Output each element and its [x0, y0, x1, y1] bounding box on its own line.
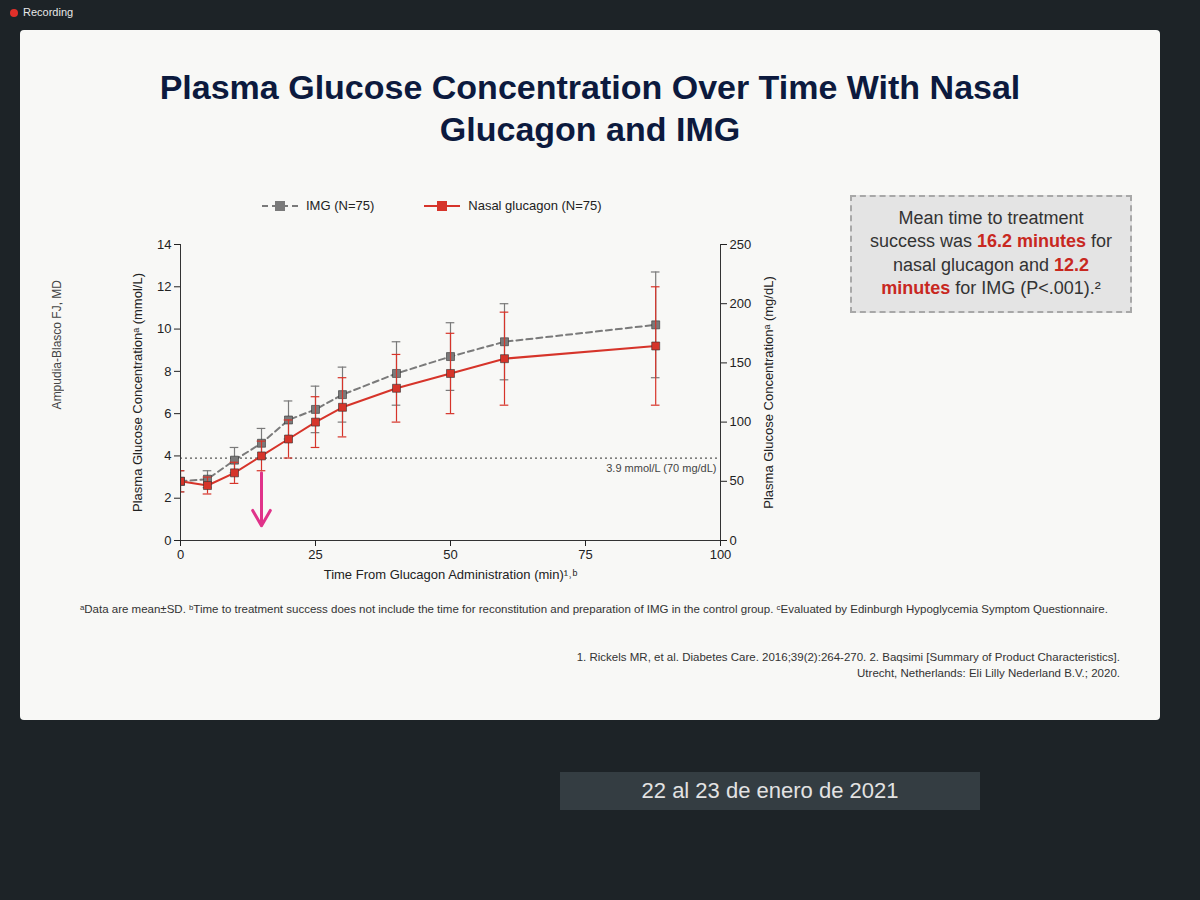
html-text:ᵃData are mean±SD. ᵇTime to tr: ᵃData are mean±SD. ᵇTime to treatment su…: [80, 603, 1108, 615]
html-text:Plasma Glucose Concentration O: Plasma Glucose Concentration Over Time W…: [159, 68, 1021, 148]
svg-text:50: 50: [443, 547, 457, 562]
html-text:22 al 23 de enero de 2021: 22 al 23 de enero de 2021: [641, 778, 899, 803]
svg-text:6: 6: [164, 406, 171, 421]
svg-text:14: 14: [157, 237, 171, 252]
svg-text:0: 0: [730, 533, 737, 548]
svg-text:0: 0: [164, 533, 171, 548]
html-text:Recording: Recording: [23, 6, 74, 18]
svg-text:0: 0: [177, 547, 184, 562]
svg-text:4: 4: [164, 448, 171, 463]
svg-text:250: 250: [730, 237, 752, 252]
svg-text:150: 150: [730, 355, 752, 370]
svg-text:Plasma Glucose Concentrationᵃ: Plasma Glucose Concentrationᵃ (mmol/L): [130, 273, 145, 512]
svg-text:100: 100: [710, 547, 732, 562]
svg-text:Time From Glucagon Administrat: Time From Glucagon Administration (min)¹…: [324, 567, 578, 582]
html-text:Ampudia-Blasco FJ, MD: Ampudia-Blasco FJ, MD: [50, 280, 64, 410]
svg-text:75: 75: [578, 547, 592, 562]
svg-text:10: 10: [157, 321, 171, 336]
svg-text:25: 25: [308, 547, 322, 562]
html-text:1. Rickels MR, et al. Diabetes: 1. Rickels MR, et al. Diabetes Care. 201…: [576, 651, 1120, 679]
svg-text:2: 2: [164, 490, 171, 505]
html-text:Nasal glucagon (N=75): Nasal glucagon (N=75): [468, 198, 602, 213]
html-text:Mean time to treatment success: Mean time to treatment success was 16.2 …: [869, 208, 1112, 299]
svg-text:8: 8: [164, 364, 171, 379]
html-text:IMG (N=75): IMG (N=75): [306, 198, 375, 213]
svg-text:200: 200: [730, 296, 752, 311]
svg-text:100: 100: [730, 414, 752, 429]
svg-text:12: 12: [157, 279, 171, 294]
svg-text:3.9 mmol/L (70 mg/dL): 3.9 mmol/L (70 mg/dL): [606, 462, 716, 474]
svg-text:Plasma Glucose Concentrationᵃ: Plasma Glucose Concentrationᵃ (mg/dL): [761, 276, 776, 508]
svg-text:50: 50: [730, 473, 744, 488]
